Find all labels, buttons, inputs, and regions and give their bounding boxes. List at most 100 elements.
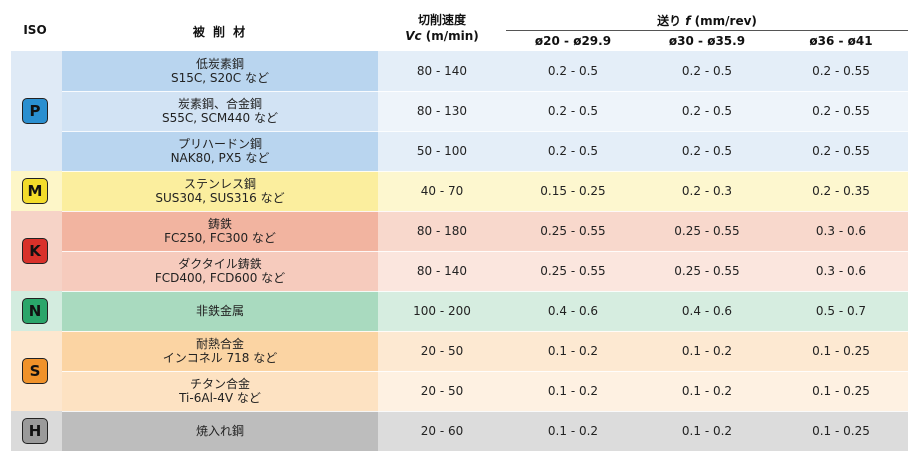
feed-unit: (mm/rev): [690, 14, 757, 28]
material-cell: チタン合金 Ti-6Al-4V など: [62, 371, 378, 411]
material-examples: インコネル 718 など: [162, 351, 278, 365]
material-cell: 鋳鉄 FC250, FC300 など: [62, 211, 378, 251]
feed-cell-2: 0.25 - 0.55: [674, 224, 740, 238]
material-name: プリハードン鋼: [177, 137, 262, 151]
feed-cell-3: 0.1 - 0.25: [812, 384, 870, 398]
speed-cell: 80 - 180: [416, 224, 468, 238]
material-name: ダクタイル鋳鉄: [178, 257, 262, 271]
table-row: ステンレス鋼 SUS304, SUS316 など 40 - 70 0.15 - 0.2…: [62, 171, 908, 211]
feed-cell-3: 0.3 - 0.6: [815, 264, 867, 278]
iso-header: ISO: [23, 23, 47, 37]
feed-cell-1: 0.15 - 0.25: [540, 184, 606, 198]
table-row: プリハードン鋼 NAK80, PX5 など 50 - 100 0.2 - 0.5 0.2…: [62, 131, 908, 171]
feed-cell-3: 0.5 - 0.7: [815, 304, 867, 318]
material-examples: FCD400, FCD600 など: [154, 271, 286, 285]
table-row: 焼入れ鋼 20 - 60 0.1 - 0.2 0.1 - 0.2 0.1 - 0.25: [62, 411, 908, 451]
table-row: 低炭素鋼 S15C, S20C など 80 - 140 0.2 - 0.5 0.2 - …: [62, 51, 908, 91]
feed-cell-2: 0.2 - 0.3: [681, 184, 733, 198]
material-examples: S15C, S20C など: [171, 71, 269, 85]
material-name: 鋳鉄: [207, 217, 232, 231]
feed-header-divider: [506, 30, 908, 31]
material-header: 被 削 材: [192, 25, 248, 39]
material-name: ステンレス鋼: [183, 177, 256, 191]
speed-header: 切削速度 Vc (m/min): [378, 12, 506, 44]
feed-cell-2: 0.1 - 0.2: [681, 384, 733, 398]
feed-cell-1: 0.1 - 0.2: [547, 344, 599, 358]
feed-cell-2: 0.4 - 0.6: [681, 304, 733, 318]
row-divider: [62, 171, 908, 172]
row-divider: [62, 251, 908, 252]
speed-cell: 80 - 140: [416, 264, 468, 278]
feed-range-2: ø30 - ø35.9: [668, 34, 746, 48]
material-examples: NAK80, PX5 など: [170, 151, 270, 165]
speed-unit: (m/min): [421, 29, 479, 43]
material-examples: S55C, SCM440 など: [162, 111, 278, 125]
speed-cell: 20 - 60: [420, 424, 464, 438]
feed-cell-1: 0.25 - 0.55: [540, 224, 606, 238]
feed-cell-2: 0.1 - 0.2: [681, 424, 733, 438]
feed-cell-3: 0.1 - 0.25: [812, 424, 870, 438]
speed-cell: 80 - 130: [416, 104, 468, 118]
speed-symbol: Vc: [405, 29, 422, 43]
material-name: 非鉄金属: [195, 304, 244, 318]
iso-badge: M: [22, 178, 48, 204]
row-divider: [62, 331, 908, 332]
speed-cell: 100 - 200: [413, 304, 471, 318]
feed-cell-1: 0.2 - 0.5: [547, 104, 599, 118]
feed-range-3: ø36 - ø41: [809, 34, 873, 48]
iso-badge: S: [22, 358, 48, 384]
row-divider: [62, 91, 908, 92]
material-cell: ステンレス鋼 SUS304, SUS316 など: [62, 171, 378, 211]
speed-cell: 80 - 140: [416, 64, 468, 78]
iso-badge: K: [22, 238, 48, 264]
feed-cell-3: 0.2 - 0.55: [812, 144, 870, 158]
material-name: 焼入れ鋼: [195, 424, 244, 438]
material-name: チタン合金: [189, 377, 250, 391]
feed-cell-3: 0.2 - 0.55: [812, 104, 870, 118]
feed-prefix: 送り: [657, 14, 686, 28]
row-divider: [62, 411, 908, 412]
feed-cell-2: 0.2 - 0.5: [681, 64, 733, 78]
material-cell: 炭素鋼、合金鋼 S55C, SCM440 など: [62, 91, 378, 131]
material-name: 耐熱合金: [195, 337, 244, 351]
material-cell: 耐熱合金 インコネル 718 など: [62, 331, 378, 371]
speed-cell: 20 - 50: [420, 384, 464, 398]
row-divider: [62, 291, 908, 292]
material-name: 炭素鋼、合金鋼: [177, 97, 262, 111]
speed-header-line2: Vc (m/min): [378, 28, 506, 44]
material-cell: 焼入れ鋼: [62, 411, 378, 451]
feed-cell-3: 0.3 - 0.6: [815, 224, 867, 238]
material-name: 低炭素鋼: [195, 57, 244, 71]
feed-cell-1: 0.2 - 0.5: [547, 144, 599, 158]
feed-cell-2: 0.2 - 0.5: [681, 144, 733, 158]
iso-badge: H: [22, 418, 48, 444]
feed-cell-1: 0.25 - 0.55: [540, 264, 606, 278]
material-examples: FC250, FC300 など: [164, 231, 276, 245]
material-cell: 非鉄金属: [62, 291, 378, 331]
feed-cell-1: 0.1 - 0.2: [547, 424, 599, 438]
feed-cell-2: 0.25 - 0.55: [674, 264, 740, 278]
feed-range-1: ø20 - ø29.9: [534, 34, 612, 48]
feed-cell-1: 0.1 - 0.2: [547, 384, 599, 398]
feed-cell-2: 0.2 - 0.5: [681, 104, 733, 118]
iso-badge: N: [22, 298, 48, 324]
feed-symbol: f: [685, 14, 691, 28]
speed-header-line1: 切削速度: [417, 13, 466, 27]
material-examples: Ti-6Al-4V など: [179, 391, 261, 405]
feed-cell-1: 0.2 - 0.5: [547, 64, 599, 78]
row-divider: [62, 131, 908, 132]
material-cell: ダクタイル鋳鉄 FCD400, FCD600 など: [62, 251, 378, 291]
feed-cell-3: 0.2 - 0.35: [812, 184, 870, 198]
table-row: ダクタイル鋳鉄 FCD400, FCD600 など 80 - 140 0.25 - 0…: [62, 251, 908, 291]
row-divider: [62, 371, 908, 372]
table-row: 耐熱合金 インコネル 718 など 20 - 50 0.1 - 0.2 0.1 - 0.…: [62, 331, 908, 371]
table-row: 非鉄金属 100 - 200 0.4 - 0.6 0.4 - 0.6 0.5 - 0.7: [62, 291, 908, 331]
table-row: チタン合金 Ti-6Al-4V など 20 - 50 0.1 - 0.2 0.1 - 0…: [62, 371, 908, 411]
material-examples: SUS304, SUS316 など: [155, 191, 285, 205]
table-row: 鋳鉄 FC250, FC300 など 80 - 180 0.25 - 0.55 0.25…: [62, 211, 908, 251]
feed-cell-3: 0.1 - 0.25: [812, 344, 870, 358]
feed-cell-3: 0.2 - 0.55: [812, 64, 870, 78]
material-cell: 低炭素鋼 S15C, S20C など: [62, 51, 378, 91]
speed-cell: 20 - 50: [420, 344, 464, 358]
